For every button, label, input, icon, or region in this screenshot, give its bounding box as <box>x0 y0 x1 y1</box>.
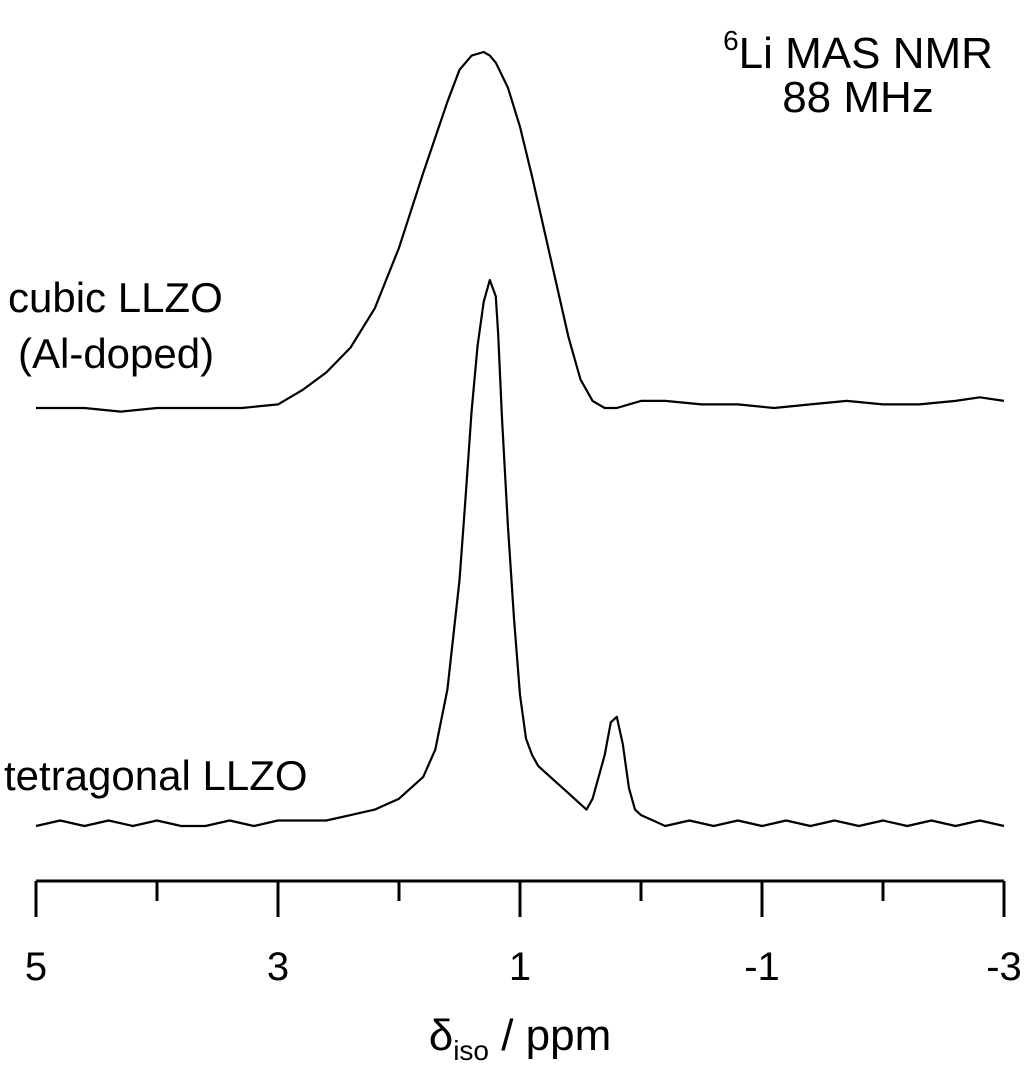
series-label-cubic-line2: (Al-doped) <box>18 330 214 377</box>
x-tick-label: -3 <box>986 945 1022 989</box>
title-superscript: 6 <box>723 25 739 56</box>
chart-title-line2: 88 MHz <box>782 73 934 122</box>
x-tick-label: 5 <box>25 945 47 989</box>
x-axis-label-symbol: δ <box>429 1011 454 1060</box>
series-label-cubic-line1: cubic LLZO <box>8 274 223 321</box>
series-line-tetragonal <box>35 278 1005 828</box>
chart-title-line1: 6Li MAS NMR <box>723 25 993 78</box>
series-line-cubic <box>36 50 1005 413</box>
x-tick-label: -1 <box>744 945 780 989</box>
title-text: Li MAS NMR <box>739 29 993 78</box>
x-ticks: 5 3 1 -1 -3 <box>25 881 1022 989</box>
x-axis-label-unit: / ppm <box>489 1011 611 1060</box>
x-axis-label: δiso / ppm <box>429 1011 612 1066</box>
x-tick-label: 1 <box>509 945 531 989</box>
x-tick-label: 3 <box>267 945 289 989</box>
x-axis-label-subscript: iso <box>453 1035 489 1066</box>
series-group <box>35 50 1005 828</box>
series-label-tetragonal: tetragonal LLZO <box>4 752 308 799</box>
